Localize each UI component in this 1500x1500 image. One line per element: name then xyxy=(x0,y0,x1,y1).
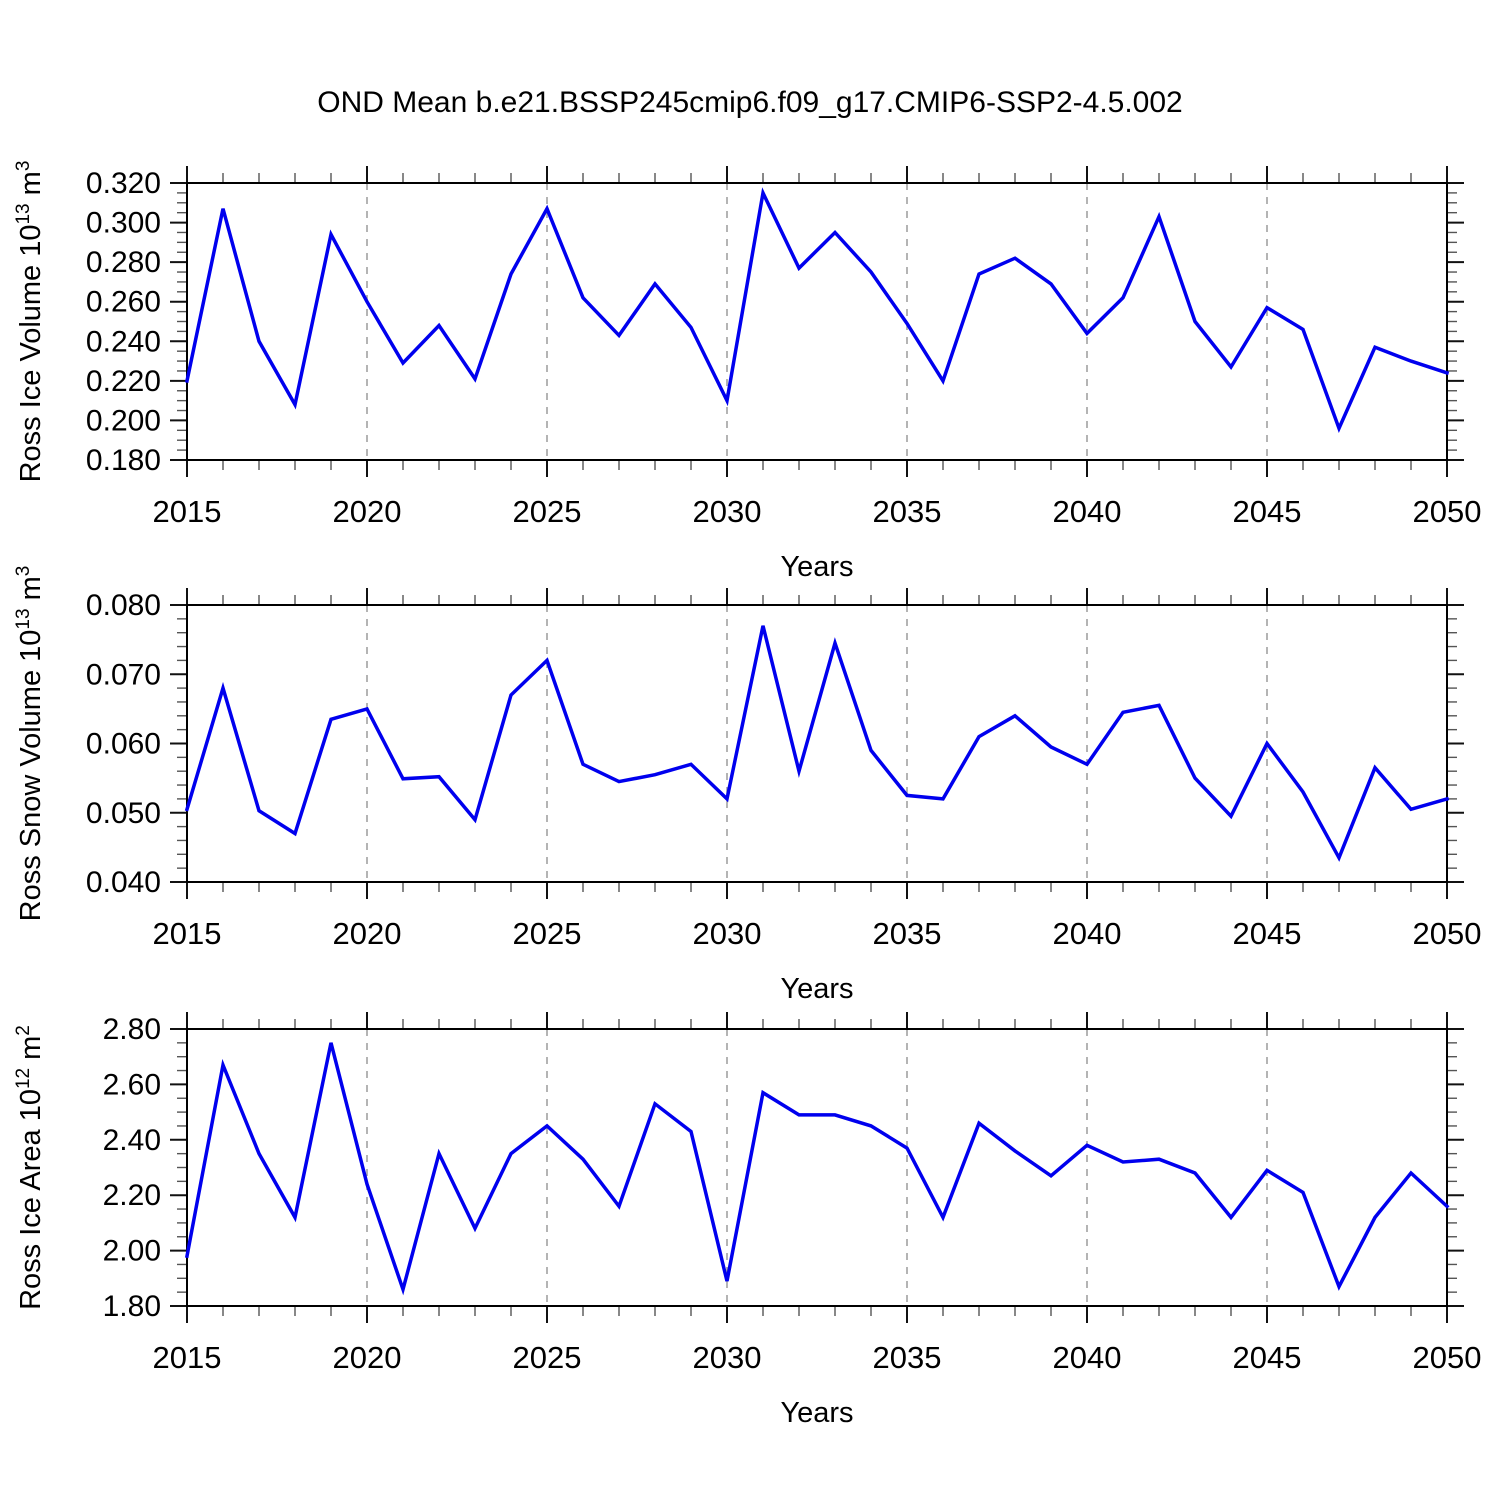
y-tick-label: 0.300 xyxy=(86,207,161,240)
x-tick-label: 2035 xyxy=(873,1340,942,1375)
y-tick-label: 0.320 xyxy=(86,167,161,200)
panel-ross-ice-volume: 0.180 0.200 0.220 0.240 0.260 0.280 0.300 0.320… xyxy=(13,161,1481,583)
y-tick-label: 1.80 xyxy=(103,1290,161,1323)
x-tick-label: 2050 xyxy=(1413,1340,1482,1375)
figure-title: OND Mean b.e21.BSSP245cmip6.f09_g17.CMIP… xyxy=(317,86,1183,119)
x-tick-label: 2030 xyxy=(693,494,762,529)
plot-frame xyxy=(186,1028,1448,1307)
x-tick-label: 2050 xyxy=(1413,916,1482,951)
series-line-ross-ice-area xyxy=(184,1042,1450,1296)
x-tick-label: 2020 xyxy=(333,1340,402,1375)
y-tick-label: 0.070 xyxy=(86,658,161,691)
x-tick-label: 2025 xyxy=(513,1340,582,1375)
x-tick-label: 2050 xyxy=(1413,494,1482,529)
x-tick-label: 2035 xyxy=(873,494,942,529)
y-tick-label: 0.260 xyxy=(86,286,161,319)
y-tick-label: 0.280 xyxy=(86,246,161,279)
x-tick-label: 2045 xyxy=(1233,494,1302,529)
x-tick-label: 2015 xyxy=(153,494,222,529)
y-tick-label: 0.060 xyxy=(86,728,161,761)
y-tick-label: 2.20 xyxy=(103,1179,161,1212)
plot-frame xyxy=(186,604,1448,883)
x-tick-label: 2030 xyxy=(693,916,762,951)
y-tick-label: 2.00 xyxy=(103,1235,161,1268)
y-tick-label: 0.180 xyxy=(86,444,161,477)
panel-ross-snow-volume: 0.040 0.050 0.060 0.070 0.080 2015 2020 2025 203… xyxy=(13,566,1481,1005)
panel-ross-ice-area: 1.80 2.00 2.20 2.40 2.60 2.80 2015 2020 2025 2030… xyxy=(13,1012,1481,1429)
x-tick-label: 2040 xyxy=(1053,1340,1122,1375)
y-tick-label: 2.40 xyxy=(103,1124,161,1157)
x-tick-label: 2035 xyxy=(873,916,942,951)
x-tick-label: 2015 xyxy=(153,1340,222,1375)
y-tick-label: 0.080 xyxy=(86,589,161,622)
x-tick-label: 2020 xyxy=(333,916,402,951)
x-tick-label: 2040 xyxy=(1053,494,1122,529)
y-tick-label: 2.60 xyxy=(103,1068,161,1101)
x-tick-label: 2015 xyxy=(153,916,222,951)
x-tick-label: 2025 xyxy=(513,916,582,951)
x-axis-title: Years xyxy=(780,551,853,583)
y-tick-label: 0.240 xyxy=(86,325,161,358)
y-tick-label: 0.220 xyxy=(86,365,161,398)
y-tick-label: 0.040 xyxy=(86,866,161,899)
x-axis-title: Years xyxy=(780,1397,853,1429)
y-axis-title: Ross Snow Volume 1013 m3 xyxy=(13,566,47,922)
y-tick-label: 0.200 xyxy=(86,404,161,437)
plot-frame xyxy=(186,182,1448,461)
x-tick-label: 2025 xyxy=(513,494,582,529)
x-tick-label: 2030 xyxy=(693,1340,762,1375)
x-tick-label: 2045 xyxy=(1233,1340,1302,1375)
y-axis-title: Ross Ice Volume 1013 m3 xyxy=(13,161,47,483)
x-axis-title: Years xyxy=(780,973,853,1005)
y-axis-title: Ross Ice Area 1012 m2 xyxy=(13,1025,47,1310)
series-line-ross-ice-volume xyxy=(184,187,1450,433)
x-tick-label: 2020 xyxy=(333,494,402,529)
y-tick-label: 0.050 xyxy=(86,797,161,830)
series-line-ross-snow-volume xyxy=(184,625,1450,862)
y-tick-label: 2.80 xyxy=(103,1013,161,1046)
x-tick-label: 2040 xyxy=(1053,916,1122,951)
x-tick-label: 2045 xyxy=(1233,916,1302,951)
